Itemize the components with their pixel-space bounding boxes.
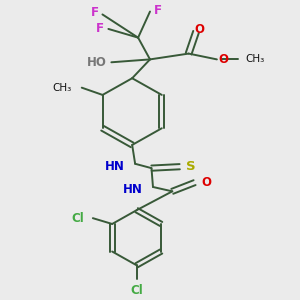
Text: CH₃: CH₃	[245, 54, 264, 64]
Text: Cl: Cl	[130, 284, 143, 297]
Text: O: O	[195, 23, 205, 36]
Text: HN: HN	[123, 183, 142, 196]
Text: CH₃: CH₃	[52, 83, 71, 93]
Text: Cl: Cl	[71, 212, 84, 225]
Text: O: O	[201, 176, 211, 189]
Text: O: O	[218, 53, 228, 66]
Text: F: F	[91, 7, 99, 20]
Text: HN: HN	[105, 160, 125, 173]
Text: F: F	[95, 22, 104, 35]
Text: F: F	[153, 4, 161, 16]
Text: HO: HO	[87, 56, 106, 69]
Text: S: S	[186, 160, 196, 173]
